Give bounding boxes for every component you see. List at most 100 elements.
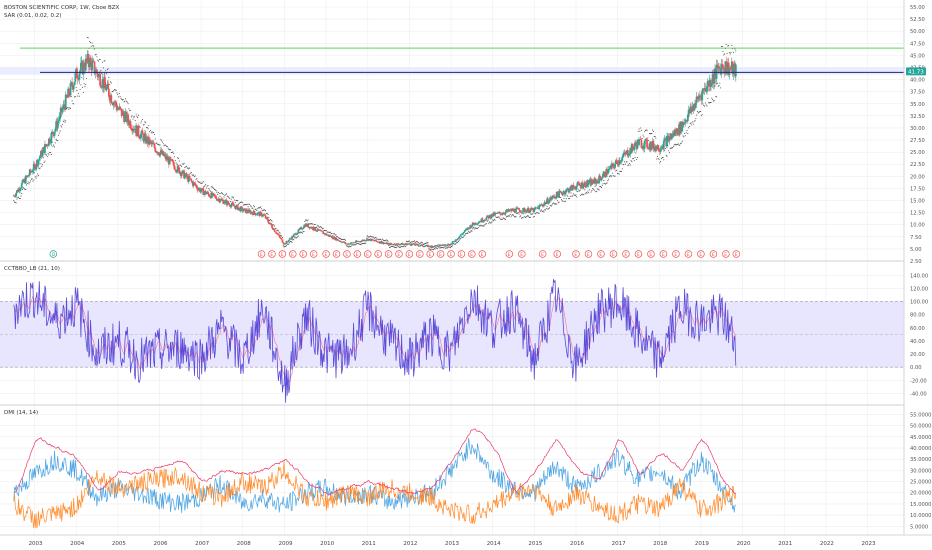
- candle-body: [722, 64, 724, 69]
- dmi-tick-label: 50.0000: [910, 424, 931, 430]
- sar-dot: [391, 245, 393, 247]
- candle-body: [58, 118, 61, 121]
- sar-dot: [677, 143, 679, 145]
- event-marker-red[interactable]: E: [468, 250, 476, 258]
- x-tick-label: 2021: [778, 541, 792, 547]
- event-marker-red[interactable]: E: [709, 250, 718, 258]
- event-marker-red[interactable]: E: [684, 250, 693, 258]
- event-marker-red[interactable]: E: [426, 250, 434, 258]
- sar-dot: [544, 209, 547, 211]
- dmi-label: DMI (14, 14): [4, 410, 38, 416]
- marker-letter: E: [397, 252, 400, 258]
- sar-dot: [156, 142, 158, 144]
- event-marker-red[interactable]: E: [332, 250, 341, 258]
- candle-body: [336, 238, 339, 241]
- event-marker-red[interactable]: E: [659, 250, 668, 258]
- candle-body: [259, 211, 262, 213]
- event-marker-red[interactable]: E: [572, 250, 580, 258]
- sar-dot: [652, 129, 654, 131]
- sar-dot: [679, 144, 681, 146]
- sar-dot: [656, 156, 658, 158]
- event-marker-red[interactable]: E: [634, 250, 643, 258]
- event-marker-red[interactable]: E: [322, 250, 330, 258]
- event-marker-red[interactable]: E: [363, 250, 372, 258]
- event-marker-red[interactable]: E: [647, 250, 655, 258]
- candle-body: [685, 119, 688, 121]
- sar-dot: [633, 160, 635, 162]
- sar-dot: [604, 183, 607, 185]
- candle-body: [259, 211, 261, 216]
- sar-dot: [474, 227, 476, 229]
- event-marker-red[interactable]: E: [278, 250, 287, 258]
- event-marker-green[interactable]: D: [49, 250, 58, 258]
- event-marker-red[interactable]: E: [722, 250, 730, 258]
- event-marker-red[interactable]: E: [553, 250, 561, 258]
- sar-dot: [270, 219, 272, 221]
- marker-circle: [309, 250, 318, 258]
- sar-dot: [119, 95, 121, 97]
- sar-dot: [568, 198, 571, 200]
- sar-dot: [195, 179, 197, 181]
- event-marker-red[interactable]: E: [309, 250, 318, 258]
- sar-dot: [260, 206, 262, 208]
- sar-dot: [556, 203, 558, 205]
- candle-body: [556, 191, 559, 195]
- event-marker-red[interactable]: E: [257, 250, 266, 258]
- time-axis[interactable]: 2003 2004 2005 2006 2007 2008 2009 2010 2011 2012…: [29, 541, 876, 547]
- event-marker-red[interactable]: E: [299, 250, 307, 258]
- sar-dot: [520, 215, 522, 217]
- candle-body: [278, 234, 281, 237]
- event-marker-red[interactable]: E: [697, 250, 705, 258]
- candle-body: [392, 244, 395, 246]
- cci-tick-label: 20.00: [910, 352, 925, 358]
- sar-dot: [333, 233, 335, 235]
- sar-dot: [279, 232, 281, 234]
- event-marker-red[interactable]: E: [353, 250, 362, 258]
- candle-body: [119, 106, 122, 109]
- event-marker-red[interactable]: E: [436, 250, 445, 258]
- event-marker-red[interactable]: E: [405, 250, 414, 258]
- dmi-panel: DMI (14, 14) 55.0000 50.0000 45.0000 40.000…: [4, 410, 931, 530]
- event-marker-red[interactable]: E: [584, 250, 593, 258]
- event-marker-red[interactable]: E: [597, 250, 605, 258]
- event-marker-red[interactable]: E: [395, 250, 403, 258]
- marker-circle: [572, 250, 580, 258]
- candle-body: [628, 154, 631, 156]
- sar-dot: [169, 149, 172, 151]
- event-marker-red[interactable]: E: [478, 250, 487, 258]
- event-marker-red[interactable]: E: [289, 250, 297, 258]
- event-marker-red[interactable]: E: [609, 250, 618, 258]
- candle-body: [409, 244, 412, 246]
- sar-dot: [716, 96, 718, 98]
- event-marker-red[interactable]: E: [457, 250, 466, 258]
- candle-body: [464, 229, 467, 231]
- sar-dot: [581, 193, 583, 195]
- event-marker-red[interactable]: E: [538, 250, 547, 258]
- candle-body: [382, 241, 385, 244]
- candle-body: [652, 141, 655, 150]
- candle-body: [212, 193, 215, 195]
- event-marker-red[interactable]: E: [384, 250, 393, 258]
- event-marker-red[interactable]: E: [622, 250, 630, 258]
- sar-dot: [130, 116, 132, 118]
- candle-body: [176, 165, 179, 172]
- event-marker-red[interactable]: E: [374, 250, 382, 258]
- sar-dot: [382, 239, 384, 241]
- event-marker-red[interactable]: E: [518, 250, 526, 258]
- event-marker-red[interactable]: E: [447, 250, 455, 258]
- event-marker-red[interactable]: E: [732, 250, 741, 258]
- event-marker-red[interactable]: E: [672, 250, 680, 258]
- candle-body: [608, 167, 611, 169]
- event-marker-red[interactable]: E: [505, 250, 514, 258]
- sar-dot: [360, 244, 362, 246]
- sar-dot: [74, 96, 76, 98]
- candle-body: [237, 208, 240, 211]
- event-marker-red[interactable]: E: [416, 250, 424, 258]
- event-marker-red[interactable]: E: [343, 250, 351, 258]
- sar-dot: [187, 167, 189, 169]
- sar-dot: [229, 197, 231, 199]
- price-panel: BOSTON SCIENTIFIC CORP, 1W, Cboe BZX SAR…: [0, 5, 926, 265]
- event-marker-red[interactable]: E: [268, 250, 276, 258]
- sar-dot: [225, 193, 227, 195]
